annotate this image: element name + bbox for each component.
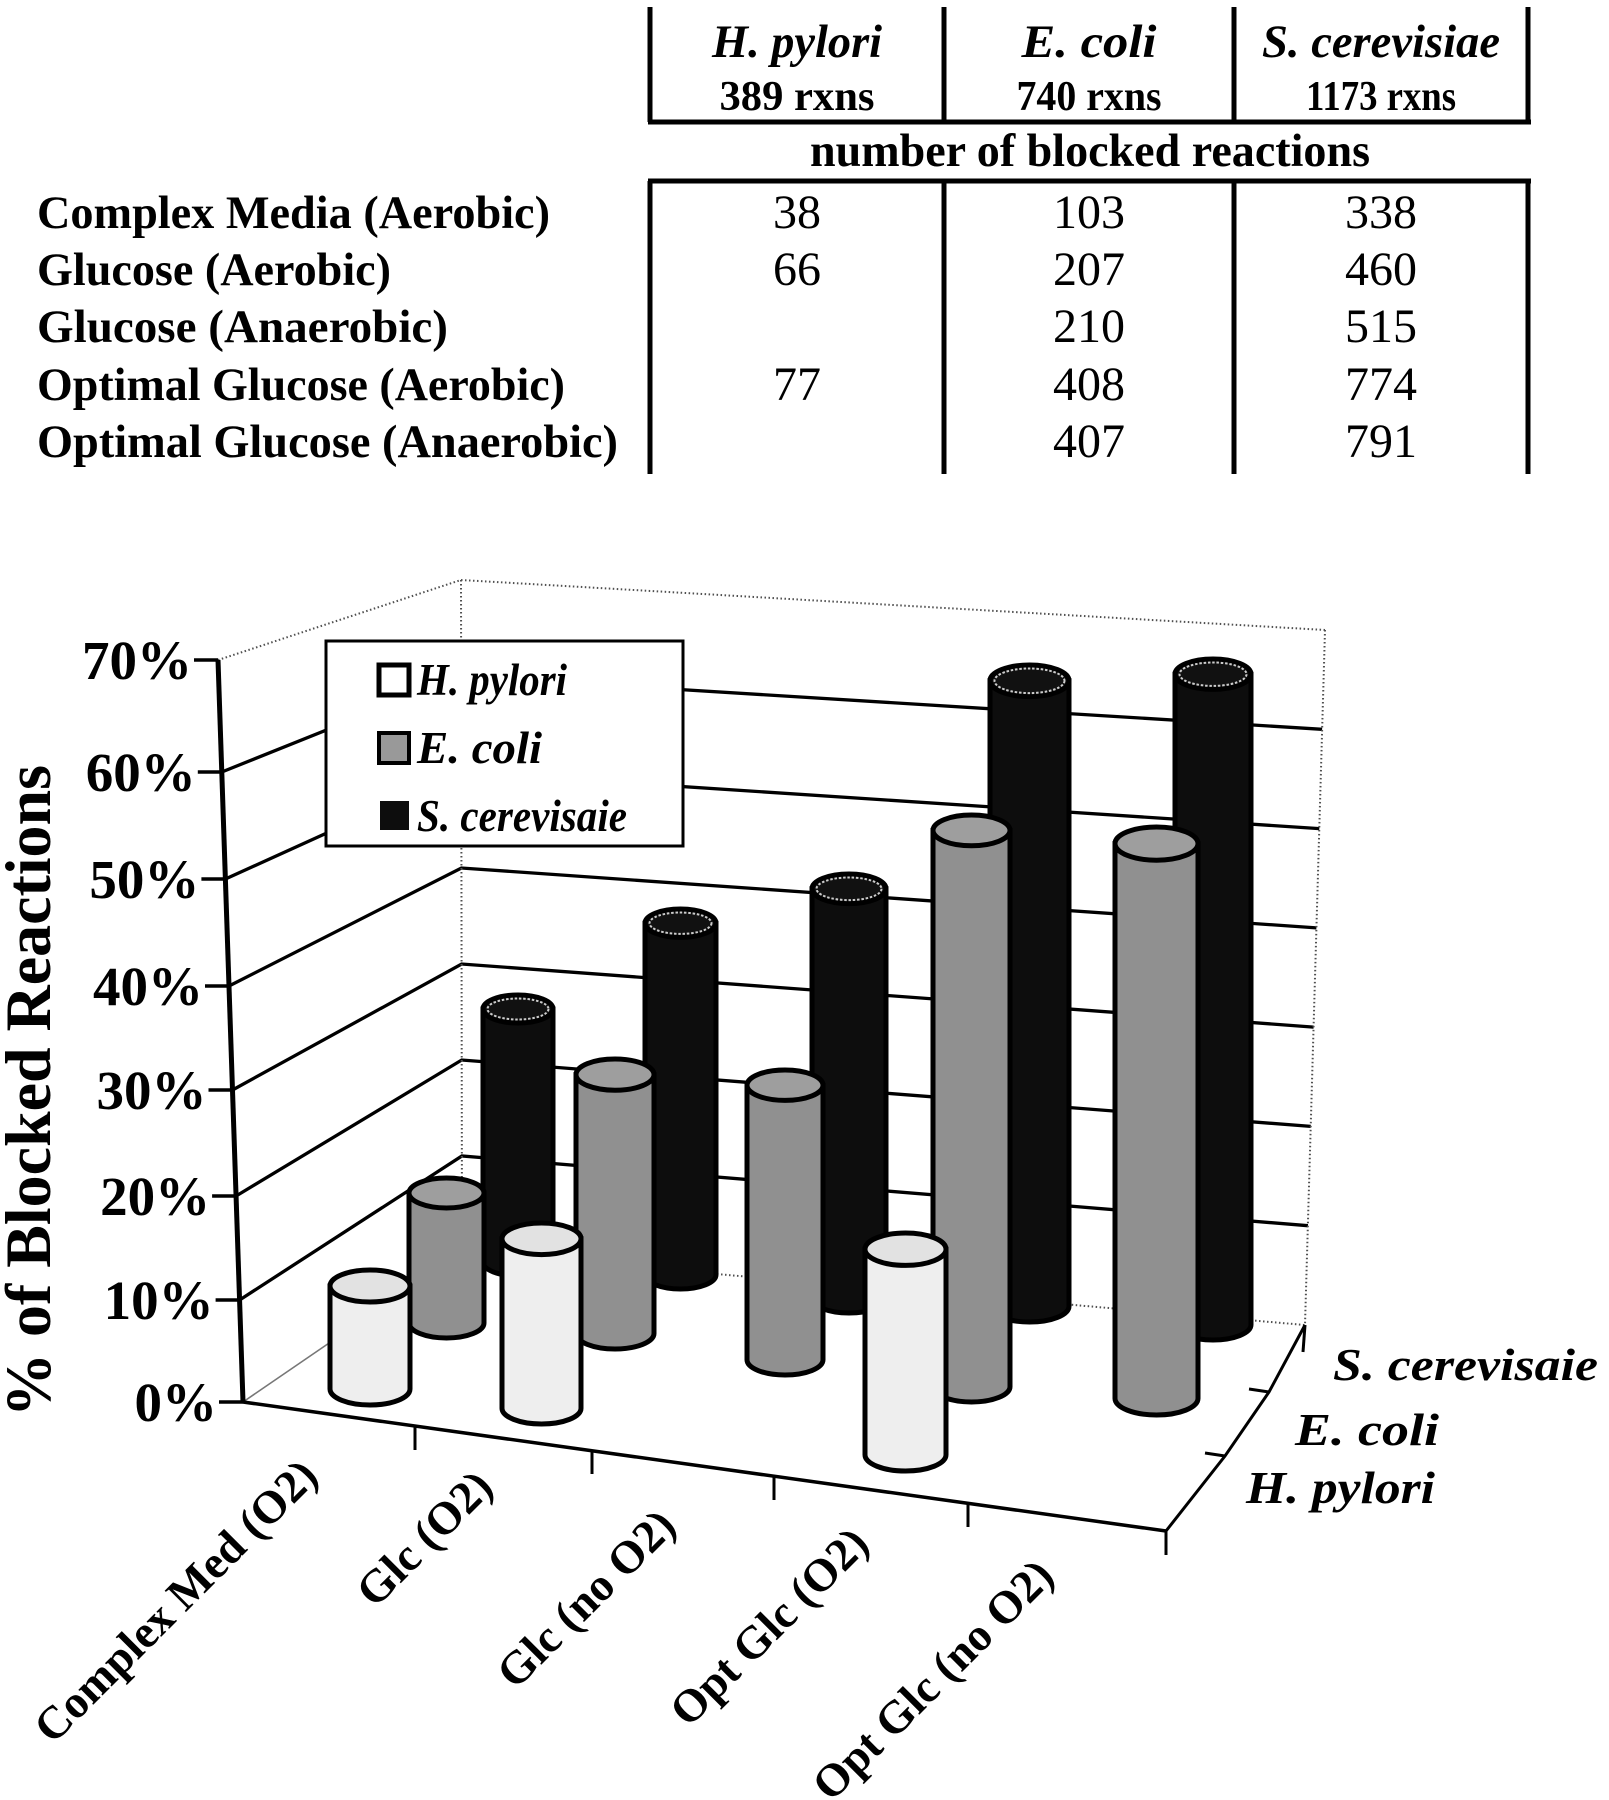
svg-text:H. pylori: H. pylori — [1245, 1462, 1435, 1513]
svg-text:38: 38 — [773, 186, 821, 239]
svg-text:77: 77 — [773, 358, 821, 411]
svg-text:S. cerevisiae: S. cerevisiae — [1262, 16, 1500, 68]
svg-text:740 rxns: 740 rxns — [1017, 74, 1162, 120]
svg-text:791: 791 — [1345, 415, 1417, 468]
svg-text:389 rxns: 389 rxns — [720, 74, 875, 120]
svg-text:0%: 0% — [135, 1372, 218, 1433]
svg-text:66: 66 — [773, 243, 821, 296]
svg-text:774: 774 — [1345, 358, 1417, 411]
svg-text:Complex Media (Aerobic): Complex Media (Aerobic) — [37, 187, 550, 239]
svg-text:210: 210 — [1053, 300, 1125, 353]
svg-text:E. coli: E. coli — [1020, 16, 1156, 68]
svg-text:S. cerevisaie: S. cerevisaie — [417, 791, 627, 841]
svg-text:408: 408 — [1053, 358, 1125, 411]
svg-text:338: 338 — [1345, 186, 1417, 239]
svg-text:50%: 50% — [89, 849, 199, 910]
svg-text:number of blocked reactions: number of blocked reactions — [810, 125, 1370, 177]
svg-text:20%: 20% — [100, 1166, 210, 1227]
svg-text:207: 207 — [1053, 243, 1125, 296]
svg-text:103: 103 — [1053, 186, 1125, 239]
svg-text:Optimal Glucose (Anaerobic): Optimal Glucose (Anaerobic) — [37, 416, 618, 468]
svg-text:1173 rxns: 1173 rxns — [1306, 74, 1456, 120]
svg-text:H. pylori: H. pylori — [416, 655, 567, 705]
svg-text:460: 460 — [1345, 243, 1417, 296]
svg-text:E. coli: E. coli — [416, 723, 543, 773]
svg-text:30%: 30% — [97, 1060, 207, 1121]
svg-text:Glucose (Aerobic): Glucose (Aerobic) — [37, 244, 391, 296]
svg-text:10%: 10% — [104, 1270, 214, 1331]
svg-text:40%: 40% — [93, 956, 203, 1017]
svg-text:515: 515 — [1345, 300, 1417, 353]
svg-text:H. pylori: H. pylori — [711, 16, 882, 68]
svg-text:60%: 60% — [86, 742, 196, 803]
svg-text:S. cerevisaie: S. cerevisaie — [1333, 1339, 1598, 1390]
svg-text:E. coli: E. coli — [1294, 1404, 1439, 1455]
svg-text:70%: 70% — [82, 630, 192, 691]
svg-text:% of Blocked Reactions: % of Blocked Reactions — [0, 765, 65, 1417]
svg-text:Glucose (Anaerobic): Glucose (Anaerobic) — [37, 301, 448, 353]
svg-text:407: 407 — [1053, 415, 1125, 468]
svg-text:Optimal Glucose (Aerobic): Optimal Glucose (Aerobic) — [37, 359, 565, 411]
